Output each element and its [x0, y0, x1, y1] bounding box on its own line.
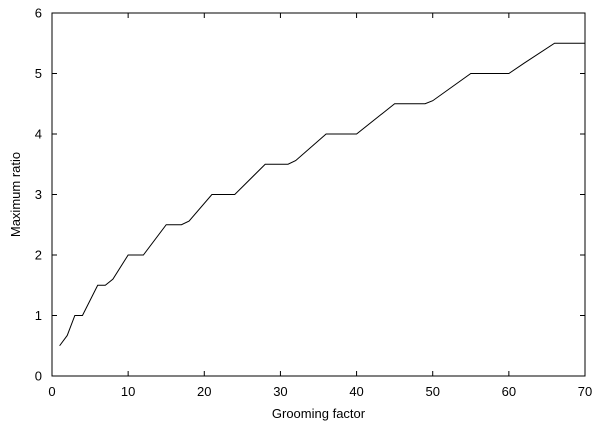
- x-tick-label: 50: [425, 384, 439, 399]
- x-tick-label: 10: [121, 384, 135, 399]
- x-axis-title: Grooming factor: [272, 406, 366, 421]
- series-line: [59, 42, 585, 347]
- x-tick-label: 30: [273, 384, 287, 399]
- y-tick-label: 3: [35, 187, 42, 202]
- x-tick-label: 40: [349, 384, 363, 399]
- x-tick-label: 60: [502, 384, 516, 399]
- y-tick-label: 6: [35, 6, 42, 21]
- plot-frame: [51, 12, 586, 377]
- tick-labels: 0 10 20 30 40 50 60 70 0 1 2 3 4 5 6: [35, 6, 592, 400]
- x-tick-label: 20: [197, 384, 211, 399]
- y-tick-label: 4: [35, 127, 42, 142]
- y-tick-label: 2: [35, 248, 42, 263]
- x-tick-label: 0: [48, 384, 55, 399]
- series-layer: [59, 42, 585, 347]
- y-axis-title: Maximum ratio: [8, 152, 23, 237]
- tick-marks: [51, 12, 586, 377]
- x-tick-label: 70: [578, 384, 592, 399]
- y-tick-label: 5: [35, 66, 42, 81]
- y-tick-label: 1: [35, 308, 42, 323]
- y-tick-label: 0: [35, 369, 42, 384]
